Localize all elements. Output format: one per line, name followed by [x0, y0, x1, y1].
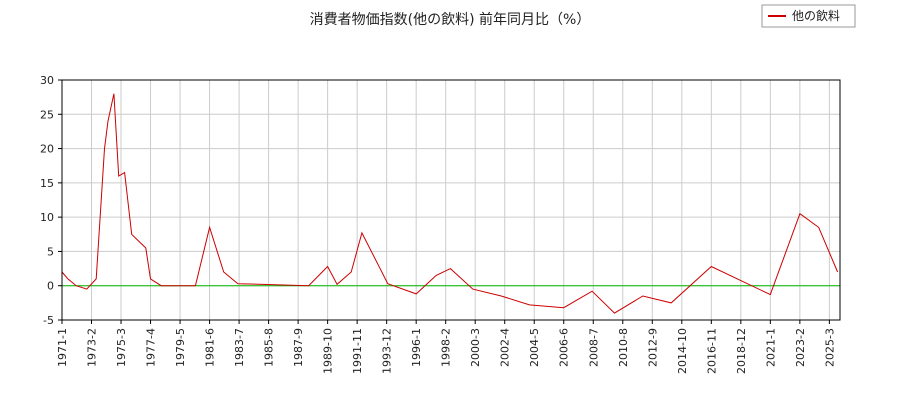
y-tick-label: 5: [47, 245, 54, 258]
x-tick-label: 1971-1: [56, 328, 69, 367]
y-tick-label: 30: [40, 74, 54, 87]
legend-label: 他の飲料: [792, 8, 840, 23]
y-axis-ticks: -5 0 5 10 15 20 25 30: [40, 74, 62, 327]
x-tick-label: 2002-4: [499, 328, 512, 367]
x-tick-label: 2025-3: [823, 328, 836, 367]
x-tick-label: 2008-7: [587, 328, 600, 367]
y-tick-label: 10: [40, 211, 54, 224]
x-tick-label: 2000-3: [469, 328, 482, 367]
x-tick-label: 2012-9: [646, 328, 659, 367]
series-lines: [61, 93, 839, 314]
x-tick-label: 2016-11: [705, 328, 718, 374]
x-tick-label: 1983-7: [233, 328, 246, 367]
x-tick-label: 1987-9: [292, 328, 305, 367]
x-tick-label: 2021-1: [764, 328, 777, 367]
x-tick-label: 1975-3: [115, 328, 128, 367]
x-tick-label: 1981-6: [204, 328, 217, 367]
x-tick-label: 2004-5: [528, 328, 541, 367]
chart-title: 消費者物価指数(他の飲料) 前年同月比（%）: [310, 11, 591, 28]
x-tick-label: 1985-8: [263, 328, 276, 367]
x-tick-label: 1989-10: [322, 328, 335, 374]
x-tick-label: 1993-12: [381, 328, 394, 374]
axes: [61, 79, 841, 321]
x-tick-label: 2018-12: [735, 328, 748, 374]
y-tick-label: 15: [40, 177, 54, 190]
y-tick-label: 20: [40, 143, 54, 156]
y-tick-label: 25: [40, 108, 54, 121]
legend-box: [761, 4, 856, 28]
grid-lines: [61, 79, 840, 321]
y-tick-label: -5: [43, 314, 54, 327]
x-tick-label: 1977-4: [145, 328, 158, 367]
legend: 他の飲料: [761, 4, 856, 28]
series-line: [61, 93, 839, 314]
x-tick-label: 1973-2: [86, 328, 99, 367]
x-tick-label: 2010-8: [617, 328, 630, 367]
x-axis-ticks: 1971-1 1973-2 1975-3 1977-4 1979-5 1981-6 1983…: [56, 320, 836, 374]
x-tick-label: 2006-6: [558, 328, 571, 367]
y-tick-label: 0: [47, 280, 54, 293]
x-tick-label: 1991-11: [351, 328, 364, 374]
plot-frame: [61, 79, 841, 321]
x-tick-label: 2014-10: [676, 328, 689, 374]
x-tick-label: 2023-2: [794, 328, 807, 367]
x-tick-label: 1996-1: [410, 328, 423, 367]
x-tick-label: 1998-2: [440, 328, 453, 367]
x-tick-label: 1979-5: [174, 328, 187, 367]
